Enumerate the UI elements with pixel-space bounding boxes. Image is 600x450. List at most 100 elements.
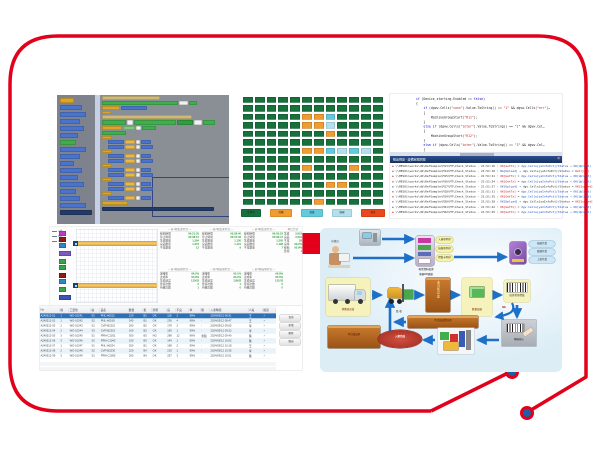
status-cell — [360, 105, 371, 112]
status-cell — [349, 130, 359, 138]
printer-caption-1: 現場資料處理 — [418, 268, 434, 271]
table-cell: OK — [152, 329, 157, 333]
log-segment: OK[GetTx] — [500, 180, 516, 184]
toolbox-block — [60, 189, 76, 194]
log-window-title: 輸出視窗 - 設備狀態回報 — [393, 158, 426, 162]
monitor-row-label: 良率 — [284, 243, 290, 246]
ng-arrow — [494, 302, 515, 321]
table-cell: 2 — [60, 349, 62, 353]
log-segment: dgv.Cells[yaInfoPct]/Status → OK[Upload] — [521, 180, 591, 184]
monitor-row-value: 12 — [196, 246, 199, 250]
status-cell — [337, 156, 348, 163]
monitor-row-label: 運轉率 — [160, 272, 169, 276]
table-header-cell: 線 — [60, 308, 69, 312]
table-cell: A240512-01 — [40, 314, 56, 318]
table-cell: B4 — [143, 354, 147, 358]
table-cell: 3 — [176, 354, 178, 358]
table-cell: 236 — [167, 319, 172, 323]
status-cell — [266, 105, 277, 112]
code-lines: if (Device_starting.Enabled == false){ i… — [416, 97, 588, 152]
monitor-row-label: 生產 — [284, 232, 290, 236]
log-segment: \\MES01\works\db\RefSample\M17\MT\Check_… — [395, 185, 501, 189]
flow-arrows — [353, 233, 523, 346]
monitor-row: 停止時間 00:15:03 — [202, 236, 241, 240]
status-cell — [254, 130, 265, 138]
monitor-row-value: 1,272 — [192, 243, 199, 246]
monitor-row-value: 95.5% — [275, 276, 283, 279]
table-cell: CVR-B2215 — [100, 329, 116, 333]
table-cell: FRM-C1055 — [100, 354, 116, 358]
done-label: 入庫完成 — [394, 335, 405, 338]
toolbox-block — [60, 112, 86, 117]
code-block — [102, 164, 112, 167]
legend-dash — [52, 235, 57, 237]
table-cell: PNL-A0518 — [100, 319, 115, 323]
table-cell: 2024/05/12 08:47 — [210, 319, 232, 323]
monitor-row-value: 94.8% — [191, 276, 199, 279]
code-block — [102, 150, 112, 153]
status-cell — [243, 113, 253, 121]
monitor-row-label: 運轉率 — [244, 272, 253, 276]
code-segment: "inter" — [460, 143, 474, 148]
monitor-row: 不良數量 12 — [160, 247, 199, 251]
block-row — [102, 111, 111, 114]
table-cell: S2 — [91, 349, 95, 353]
log-lines: ▪ \\MES01\works\db\RefSample\M13\MT\Chec… — [392, 164, 593, 215]
monitor-row-value: 118/分 — [233, 279, 241, 283]
log-segment: ▪ — [392, 170, 396, 174]
table-header-cell: 率 — [189, 308, 201, 312]
table-cell: 2 — [176, 314, 178, 318]
status-cell — [278, 190, 289, 197]
monitor-row: 良品數量 1,272 — [160, 243, 199, 247]
toolbox-block — [60, 210, 92, 215]
toolbox-block — [60, 161, 74, 166]
table-cell: ✓ — [263, 349, 266, 353]
log-segment: ▪ — [392, 210, 396, 214]
status-cell — [266, 173, 277, 180]
code-block — [136, 168, 140, 172]
monitor-group: ─ 第1線設備狀況 ─ 運轉率 96.2% 達成率 94.8% 生產速度 125/分 警報次數… — [160, 268, 199, 306]
status-cell — [372, 190, 383, 197]
status-cell — [372, 130, 383, 138]
status-cell — [360, 181, 371, 189]
status-cell — [266, 97, 277, 104]
status-cell — [372, 105, 383, 112]
ops-pill-1: 檢驗作業 — [529, 241, 555, 247]
status-cell — [325, 164, 336, 172]
table-cell: A240512-02 — [40, 319, 56, 323]
code-segment: MachineGroupStart( — [416, 115, 465, 120]
table-cell: 1 — [60, 319, 62, 323]
device-icon — [59, 231, 66, 236]
status-cell — [337, 198, 348, 205]
toolbox-block — [60, 147, 86, 152]
log-segment: dgv.Cells[yaInfoPct]/Status → OK[Upload] — [521, 195, 591, 199]
code-block — [102, 111, 111, 114]
table-cell: OK — [152, 319, 157, 323]
table-button-label: 刪除 — [288, 331, 294, 335]
code-segment: "1" — [503, 106, 510, 111]
table-button-label: 匯出 — [288, 339, 294, 343]
log-segment: = — [515, 180, 522, 184]
monitor-row-value: 1,284 — [192, 239, 199, 243]
monitor-row-value: 28 — [299, 239, 302, 243]
monitor-row-label: 待機次數 — [244, 286, 255, 290]
block-row — [102, 101, 197, 105]
legend-chip: 待機 — [270, 209, 292, 217]
table-header-cell: 狀態 — [152, 308, 167, 312]
table-header-cell: 數量 — [128, 308, 143, 312]
code-block — [203, 120, 215, 125]
monitor-row-value: 1,198 — [276, 243, 283, 246]
code-block — [141, 187, 153, 191]
toolbox-block — [60, 126, 84, 131]
status-cell — [349, 198, 359, 205]
status-cell — [278, 122, 289, 129]
status-cell — [290, 147, 300, 155]
table-header-cell: 批 — [143, 308, 152, 312]
table-cell: 99% — [189, 344, 195, 348]
status-cell — [313, 122, 324, 129]
status-cell — [372, 156, 383, 163]
status-cell — [243, 164, 253, 172]
table-row: A240512-09 3 WO-10249 S1 FRM-C1055 260 B4 OK 257… — [40, 354, 276, 359]
inspection-screen-icon — [470, 287, 484, 297]
code-block — [125, 159, 135, 163]
